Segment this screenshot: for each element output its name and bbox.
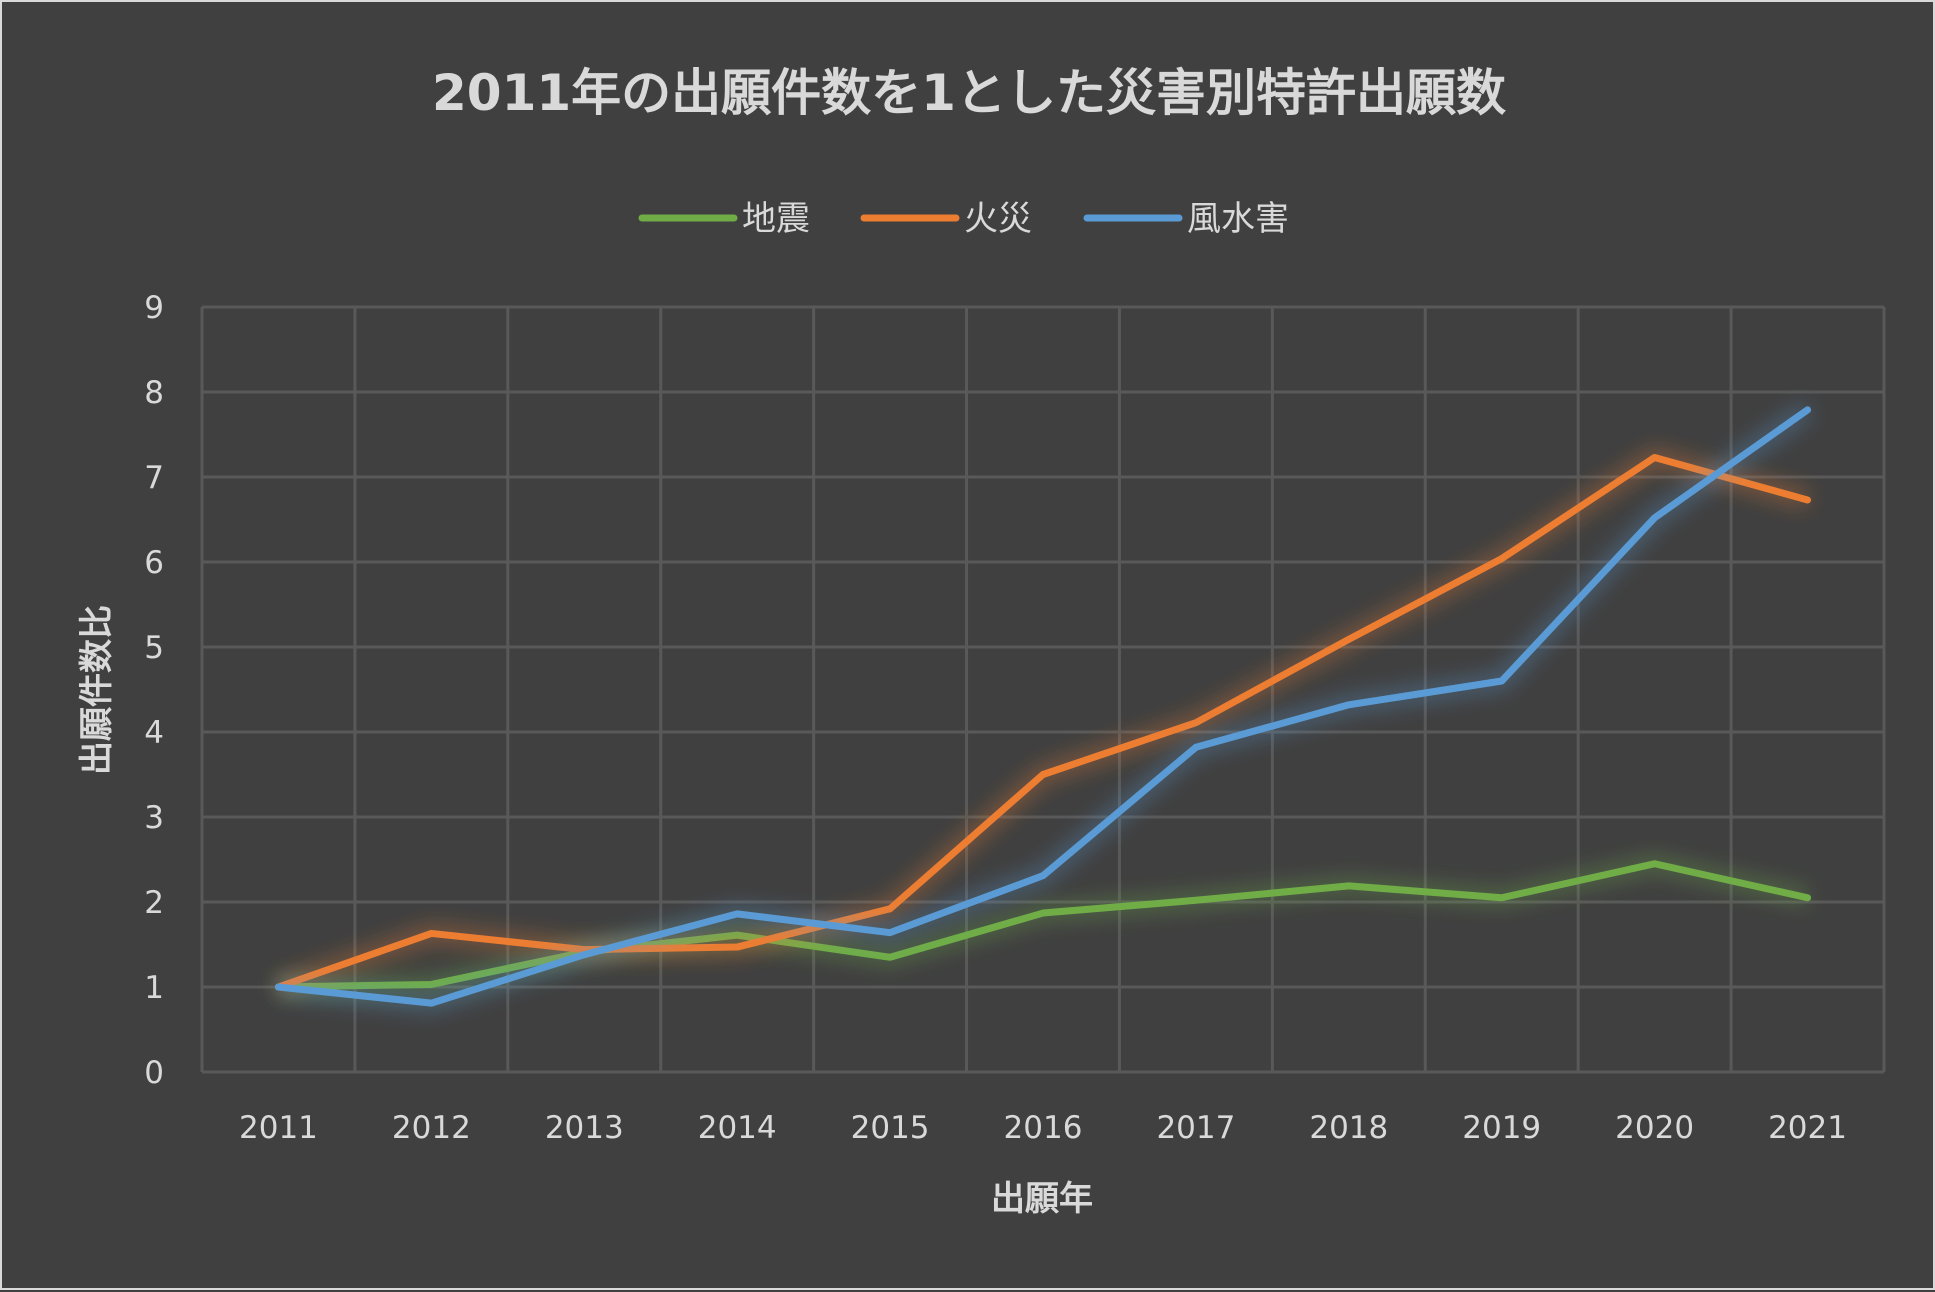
y-tick-label: 6 [144,545,164,581]
y-tick-label: 3 [144,800,164,836]
y-tick-label: 0 [144,1055,164,1091]
y-axis-ticks: 0 1 2 3 4 5 6 7 8 9 [144,290,164,1091]
x-tick-label: 2016 [1004,1110,1083,1146]
x-tick-label: 2019 [1462,1110,1541,1146]
gridlines [202,307,1884,1072]
y-tick-label: 1 [144,970,164,1006]
x-tick-label: 2020 [1615,1110,1694,1146]
x-tick-label: 2014 [698,1110,777,1146]
x-tick-label: 2021 [1768,1110,1847,1146]
x-tick-label: 2012 [392,1110,471,1146]
y-tick-label: 7 [144,460,164,496]
x-tick-label: 2015 [851,1110,930,1146]
chart-title: 2011年の出願件数を1とした災害別特許出願数 [432,64,1506,122]
x-axis-ticks: 2011 2012 2013 2014 2015 2016 2017 2018 2019 2020… [239,1110,1847,1146]
y-tick-label: 8 [144,375,164,411]
y-tick-label: 2 [144,885,164,921]
y-tick-label: 5 [144,630,164,666]
y-tick-label: 9 [144,290,164,326]
x-axis-label: 出願年 [991,1179,1093,1219]
x-tick-label: 2011 [239,1110,318,1146]
y-tick-label: 4 [144,715,164,751]
x-tick-label: 2013 [545,1110,624,1146]
x-tick-label: 2017 [1156,1110,1235,1146]
legend-label: 火災 [964,199,1032,239]
y-axis-label: 出願件数比 [77,605,117,775]
x-tick-label: 2018 [1309,1110,1388,1146]
legend: 地震 火災 風水害 [642,199,1289,239]
legend-label: 風水害 [1187,199,1289,239]
legend-label: 地震 [742,199,810,239]
